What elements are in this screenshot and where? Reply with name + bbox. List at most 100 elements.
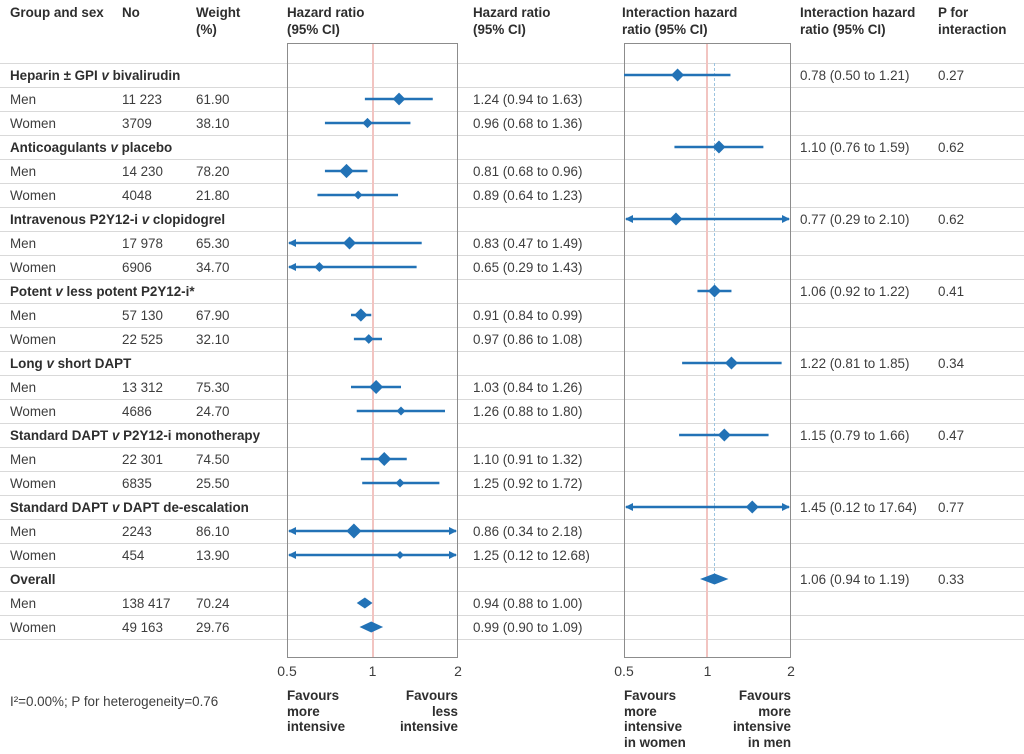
hr-ci-text: 0.65 (0.29 to 1.43) bbox=[473, 260, 583, 275]
interaction-ci-text: 0.78 (0.50 to 1.21) bbox=[800, 68, 910, 83]
group-label: Standard DAPT v DAPT de-escalation bbox=[10, 500, 249, 515]
p-value: 0.27 bbox=[938, 68, 965, 83]
table-row: Women 4686 24.70 1.26 (0.88 to 1.80) bbox=[0, 399, 1024, 424]
sex-label: Women bbox=[10, 476, 56, 491]
column-header-weight: Weight (%) bbox=[196, 5, 241, 37]
interaction-ci-text: 1.06 (0.92 to 1.22) bbox=[800, 284, 910, 299]
table-row: Women 49 163 29.76 0.99 (0.90 to 1.09) bbox=[0, 615, 1024, 640]
sample-size: 138 417 bbox=[122, 596, 171, 611]
sex-label: Men bbox=[10, 452, 37, 467]
sample-size: 17 978 bbox=[122, 236, 163, 251]
table-row: Men 11 223 61.90 1.24 (0.94 to 1.63) bbox=[0, 87, 1024, 112]
interaction-ci-text: 1.15 (0.79 to 1.66) bbox=[800, 428, 910, 443]
column-header-hr-plot: Hazard ratio (95% CI) bbox=[287, 5, 365, 37]
hr-ci-text: 1.24 (0.94 to 1.63) bbox=[473, 92, 583, 107]
hr-ci-text: 0.89 (0.64 to 1.23) bbox=[473, 188, 583, 203]
heterogeneity-note: I²=0.00%; P for heterogeneity=0.76 bbox=[10, 694, 219, 709]
sample-size: 2243 bbox=[122, 524, 152, 539]
table-row: Women 22 525 32.10 0.97 (0.86 to 1.08) bbox=[0, 327, 1024, 352]
weight-percent: 65.30 bbox=[196, 236, 230, 251]
hr-ci-text: 1.25 (0.92 to 1.72) bbox=[473, 476, 583, 491]
table-row: Women 6835 25.50 1.25 (0.92 to 1.72) bbox=[0, 471, 1024, 496]
axis-tick-label: 0.5 bbox=[614, 663, 634, 679]
interaction-ci-text: 1.06 (0.94 to 1.19) bbox=[800, 572, 910, 587]
group-label: Overall bbox=[10, 572, 56, 587]
hr-ci-text: 0.99 (0.90 to 1.09) bbox=[473, 620, 583, 635]
weight-percent: 75.30 bbox=[196, 380, 230, 395]
hr-ci-text: 0.94 (0.88 to 1.00) bbox=[473, 596, 583, 611]
table-row: Men 17 978 65.30 0.83 (0.47 to 1.49) bbox=[0, 231, 1024, 256]
sex-label: Women bbox=[10, 404, 56, 419]
hr-ci-text: 0.97 (0.86 to 1.08) bbox=[473, 332, 583, 347]
table-row: Men 14 230 78.20 0.81 (0.68 to 0.96) bbox=[0, 159, 1024, 184]
group-label: Potent v less potent P2Y12-i* bbox=[10, 284, 195, 299]
weight-percent: 29.76 bbox=[196, 620, 230, 635]
sample-size: 14 230 bbox=[122, 164, 163, 179]
overall-interaction-estimate-line bbox=[714, 63, 715, 576]
sample-size: 4048 bbox=[122, 188, 152, 203]
group-header-row: Anticoagulants v placebo 1.10 (0.76 to 1.… bbox=[0, 135, 1024, 160]
p-value: 0.77 bbox=[938, 500, 965, 515]
sample-size: 6835 bbox=[122, 476, 152, 491]
table-bottom-line bbox=[0, 639, 1024, 640]
group-label: Intravenous P2Y12-i v clopidogrel bbox=[10, 212, 226, 227]
favours-label-left: Favours more intensive bbox=[287, 688, 346, 734]
weight-percent: 74.50 bbox=[196, 452, 230, 467]
p-value: 0.41 bbox=[938, 284, 965, 299]
sample-size: 4686 bbox=[122, 404, 152, 419]
sex-label: Women bbox=[10, 332, 56, 347]
hazard-ratio-plot-frame bbox=[287, 43, 458, 658]
sex-label: Women bbox=[10, 116, 56, 131]
interaction-reference-line bbox=[706, 44, 708, 657]
interaction-plot-frame bbox=[624, 43, 791, 658]
column-header-ihr-plot: Interaction hazard ratio (95% CI) bbox=[622, 5, 738, 37]
hr-ci-text: 1.26 (0.88 to 1.80) bbox=[473, 404, 583, 419]
hr-ci-text: 0.96 (0.68 to 1.36) bbox=[473, 116, 583, 131]
hr-ci-text: 0.83 (0.47 to 1.49) bbox=[473, 236, 583, 251]
weight-percent: 61.90 bbox=[196, 92, 230, 107]
hr-ci-text: 0.81 (0.68 to 0.96) bbox=[473, 164, 583, 179]
group-header-row: Standard DAPT v P2Y12-i monotherapy 1.15 … bbox=[0, 423, 1024, 448]
weight-percent: 24.70 bbox=[196, 404, 230, 419]
group-header-row: Intravenous P2Y12-i v clopidogrel 0.77 (0… bbox=[0, 207, 1024, 232]
sex-label: Men bbox=[10, 92, 37, 107]
weight-percent: 67.90 bbox=[196, 308, 230, 323]
column-header-p-interaction: P for interaction bbox=[938, 5, 1007, 37]
group-header-row: Long v short DAPT 1.22 (0.81 to 1.85) 0.34 bbox=[0, 351, 1024, 376]
hr-ci-text: 1.03 (0.84 to 1.26) bbox=[473, 380, 583, 395]
hr-ci-text: 0.86 (0.34 to 2.18) bbox=[473, 524, 583, 539]
sex-label: Men bbox=[10, 524, 37, 539]
group-header-row: Standard DAPT v DAPT de-escalation 1.45 (… bbox=[0, 495, 1024, 520]
column-header-ihr-text: Interaction hazard ratio (95% CI) bbox=[800, 5, 916, 37]
table-row: Women 4048 21.80 0.89 (0.64 to 1.23) bbox=[0, 183, 1024, 208]
table-row: Men 2243 86.10 0.86 (0.34 to 2.18) bbox=[0, 519, 1024, 544]
weight-percent: 38.10 bbox=[196, 116, 230, 131]
weight-percent: 70.24 bbox=[196, 596, 230, 611]
sample-size: 13 312 bbox=[122, 380, 163, 395]
group-label: Heparin ± GPI v bivalirudin bbox=[10, 68, 181, 83]
p-value: 0.47 bbox=[938, 428, 965, 443]
column-header-no: No bbox=[122, 5, 140, 20]
weight-percent: 13.90 bbox=[196, 548, 230, 563]
sex-label: Men bbox=[10, 164, 37, 179]
table-row: Women 3709 38.10 0.96 (0.68 to 1.36) bbox=[0, 111, 1024, 136]
axis-tick-label: 2 bbox=[454, 663, 462, 679]
axis-tick-label: 1 bbox=[703, 663, 712, 679]
axis-tick-label: 1 bbox=[368, 663, 377, 679]
p-value: 0.62 bbox=[938, 212, 965, 227]
group-header-row: Potent v less potent P2Y12-i* 1.06 (0.92 … bbox=[0, 279, 1024, 304]
weight-percent: 25.50 bbox=[196, 476, 230, 491]
favours-label-right: Favours more intensive in men bbox=[732, 688, 791, 750]
weight-percent: 34.70 bbox=[196, 260, 230, 275]
group-label: Standard DAPT v P2Y12-i monotherapy bbox=[10, 428, 261, 443]
hr-ci-text: 1.10 (0.91 to 1.32) bbox=[473, 452, 583, 467]
sample-size: 22 301 bbox=[122, 452, 163, 467]
hr-ci-text: 1.25 (0.12 to 12.68) bbox=[473, 548, 590, 563]
weight-percent: 21.80 bbox=[196, 188, 230, 203]
column-header-hr-text: Hazard ratio (95% CI) bbox=[473, 5, 551, 37]
sex-label: Women bbox=[10, 548, 56, 563]
sex-label: Women bbox=[10, 620, 56, 635]
favours-label-right: Favours less intensive bbox=[399, 688, 458, 734]
interaction-ci-text: 0.77 (0.29 to 2.10) bbox=[800, 212, 910, 227]
sex-label: Men bbox=[10, 380, 37, 395]
